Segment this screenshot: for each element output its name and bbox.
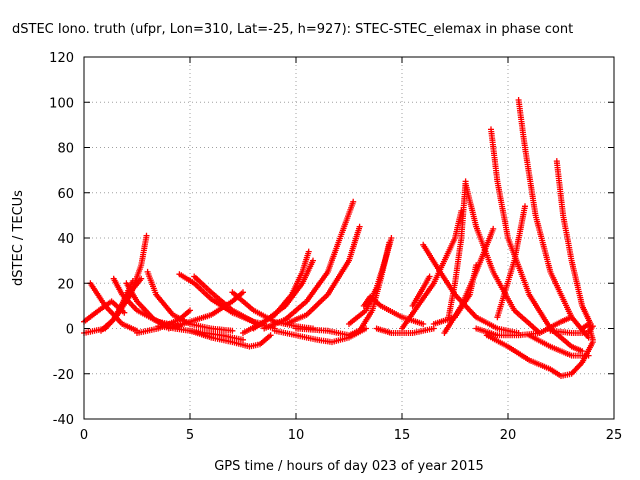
y-tick-label: 0 [66,323,74,338]
series-markers [409,273,433,309]
data-series [240,257,316,336]
data-series [488,126,586,355]
y-tick-label: 120 [49,51,74,66]
data-series [155,323,246,343]
series-markers [356,239,393,334]
data-series [87,280,140,334]
data-series [441,225,497,336]
series-markers [261,198,357,332]
x-tick-label: 5 [186,428,194,443]
x-tick-label: 10 [288,428,305,443]
series-markers [240,257,316,336]
x-tick-label: 20 [500,428,517,443]
x-tick-label: 25 [606,428,623,443]
chart-title: dSTEC Iono. truth (ufpr, Lon=310, Lat=-2… [12,22,573,37]
data-marks [81,97,596,379]
data-series [112,232,150,321]
ticks: 0 5 10 15 20 25 -40 -20 0 20 40 60 80 100 120 [49,51,622,443]
y-tick-label: 60 [57,187,74,202]
y-tick-label: 20 [57,277,74,292]
series-markers [155,323,246,343]
series-markers [488,126,586,355]
x-tick-label: 0 [80,428,88,443]
series-markers [112,232,150,321]
series-markers [553,158,594,327]
series-markers [494,203,528,321]
data-series [356,239,393,334]
series-markers [399,207,465,332]
data-series [373,325,437,336]
series-markers [87,280,140,334]
series-markers [282,223,363,327]
y-tick-label: 80 [57,142,74,157]
data-series [282,223,363,327]
data-series [399,207,465,332]
data-series [409,273,433,309]
y-tick-label: -40 [53,413,74,428]
y-tick-label: -20 [53,368,74,383]
data-series [553,158,594,327]
y-axis-label: dSTEC / TECUs [11,190,26,286]
data-series [494,203,528,321]
data-series [579,321,596,343]
y-tick-label: 40 [57,232,74,247]
x-axis-label: GPS time / hours of day 023 of year 2015 [214,459,484,474]
data-series [261,198,357,332]
series-markers [441,225,497,336]
x-tick-label: 15 [394,428,411,443]
series-markers [526,332,592,359]
data-series [526,332,592,359]
y-tick-label: 100 [49,96,74,111]
series-markers [579,321,596,343]
series-markers [373,325,437,336]
